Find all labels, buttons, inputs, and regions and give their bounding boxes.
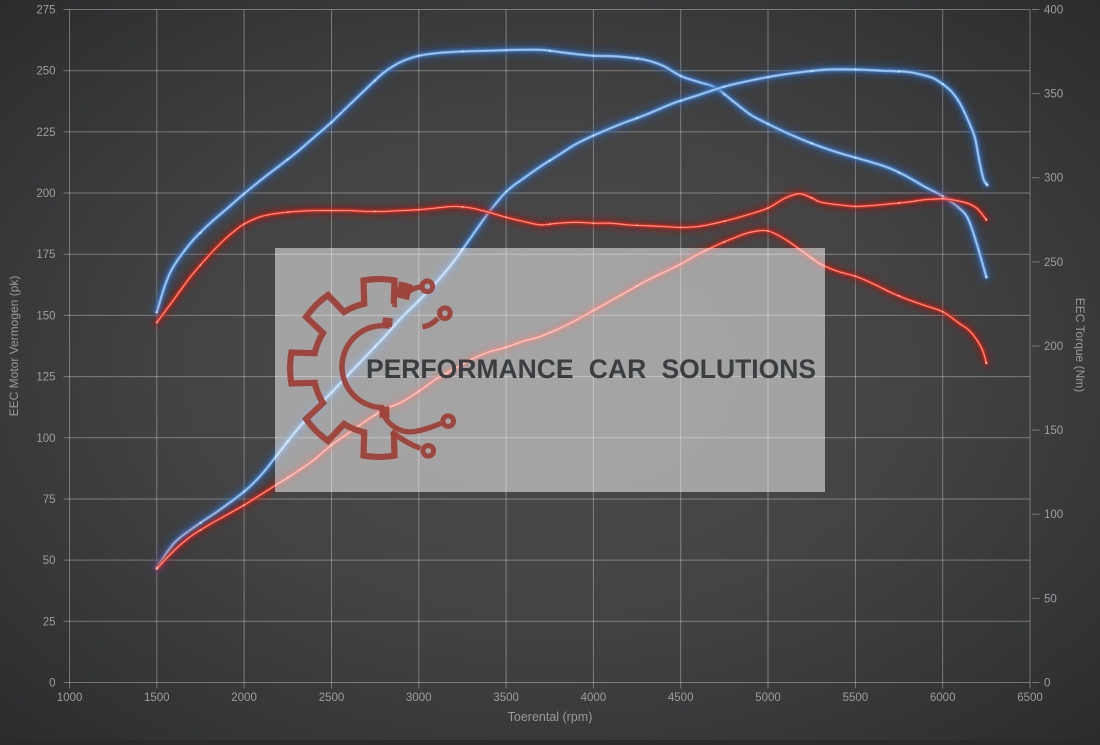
svg-text:300: 300 <box>1044 173 1063 185</box>
svg-text:125: 125 <box>36 372 55 384</box>
svg-text:0: 0 <box>49 678 55 690</box>
svg-text:2500: 2500 <box>319 692 345 704</box>
svg-text:EEC Torque (Nm): EEC Torque (Nm) <box>1073 298 1087 392</box>
svg-text:2000: 2000 <box>231 692 257 704</box>
svg-text:100: 100 <box>1044 509 1063 521</box>
svg-text:5500: 5500 <box>843 692 869 704</box>
svg-text:Toerental (rpm): Toerental (rpm) <box>508 710 593 724</box>
svg-text:1000: 1000 <box>57 692 83 704</box>
svg-text:EEC Motor Vermogen (pk): EEC Motor Vermogen (pk) <box>7 276 21 417</box>
svg-text:150: 150 <box>1044 425 1063 437</box>
svg-text:PERFORMANCE CAR SOLUTIONS: PERFORMANCE CAR SOLUTIONS <box>366 354 816 384</box>
svg-text:400: 400 <box>1044 5 1063 17</box>
svg-text:250: 250 <box>36 66 55 78</box>
svg-text:1500: 1500 <box>144 692 170 704</box>
svg-text:275: 275 <box>36 5 55 17</box>
svg-text:3500: 3500 <box>493 692 519 704</box>
svg-text:175: 175 <box>36 249 55 261</box>
svg-text:250: 250 <box>1044 257 1063 269</box>
svg-text:5000: 5000 <box>755 692 781 704</box>
svg-text:4000: 4000 <box>581 692 607 704</box>
svg-text:150: 150 <box>36 310 55 322</box>
svg-text:6000: 6000 <box>930 692 956 704</box>
svg-text:6500: 6500 <box>1017 692 1043 704</box>
svg-text:350: 350 <box>1044 89 1063 101</box>
svg-text:3000: 3000 <box>406 692 432 704</box>
svg-text:50: 50 <box>1044 593 1057 605</box>
svg-text:100: 100 <box>36 433 55 445</box>
svg-text:200: 200 <box>36 188 55 200</box>
svg-text:50: 50 <box>43 555 56 567</box>
svg-text:25: 25 <box>43 616 56 628</box>
svg-text:4500: 4500 <box>668 692 694 704</box>
svg-text:225: 225 <box>36 127 55 139</box>
svg-text:75: 75 <box>43 494 56 506</box>
svg-text:200: 200 <box>1044 341 1063 353</box>
svg-text:0: 0 <box>1044 678 1050 690</box>
